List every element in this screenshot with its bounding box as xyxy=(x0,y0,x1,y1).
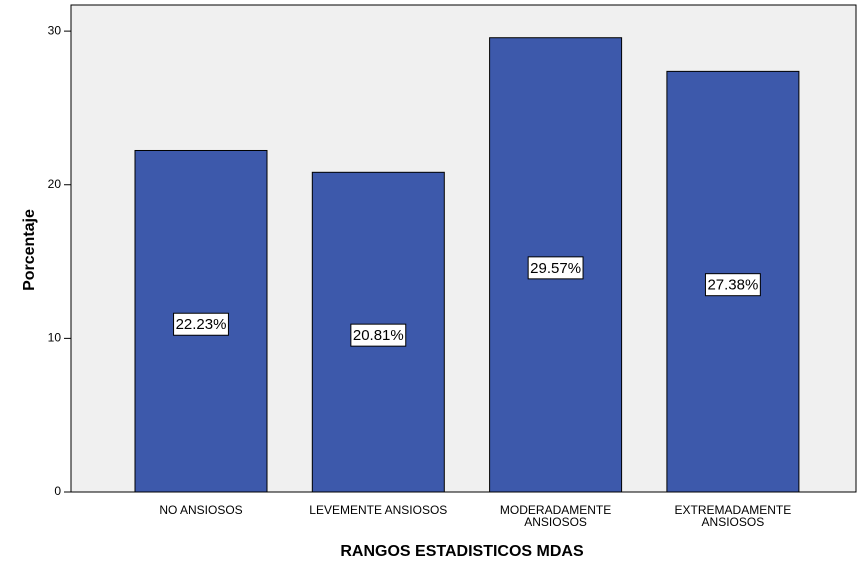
y-tick-label: 30 xyxy=(48,23,62,37)
value-label-group: 22.23% xyxy=(173,312,229,336)
value-label-group: 29.57% xyxy=(527,256,584,280)
x-tick-label: EXTREMADAMENTE ANSIOSOS xyxy=(675,503,792,529)
value-label-group: 27.38% xyxy=(704,273,761,297)
value-label: 22.23% xyxy=(176,316,227,333)
value-label-box xyxy=(173,312,229,336)
x-tick-label: NO ANSIOSOS xyxy=(159,503,242,517)
y-tick-label: 10 xyxy=(48,331,62,345)
y-tick-label: 20 xyxy=(48,177,62,191)
value-label-box xyxy=(350,323,407,347)
x-tick-label: MODERADAMENTE ANSIOSOS xyxy=(500,503,611,529)
value-label: 27.38% xyxy=(707,277,758,294)
value-label: 29.57% xyxy=(530,260,581,277)
value-label-box xyxy=(704,273,761,297)
y-tick-label: 0 xyxy=(54,484,61,498)
value-label-box xyxy=(527,256,584,280)
x-axis-label: RANGOS ESTADISTICOS MDAS xyxy=(340,543,584,560)
x-tick-label: LEVEMENTE ANSIOSOS xyxy=(309,503,447,517)
value-label: 20.81% xyxy=(353,327,404,344)
value-label-group: 20.81% xyxy=(350,323,407,347)
y-axis-label: Porcentaje xyxy=(21,209,38,291)
